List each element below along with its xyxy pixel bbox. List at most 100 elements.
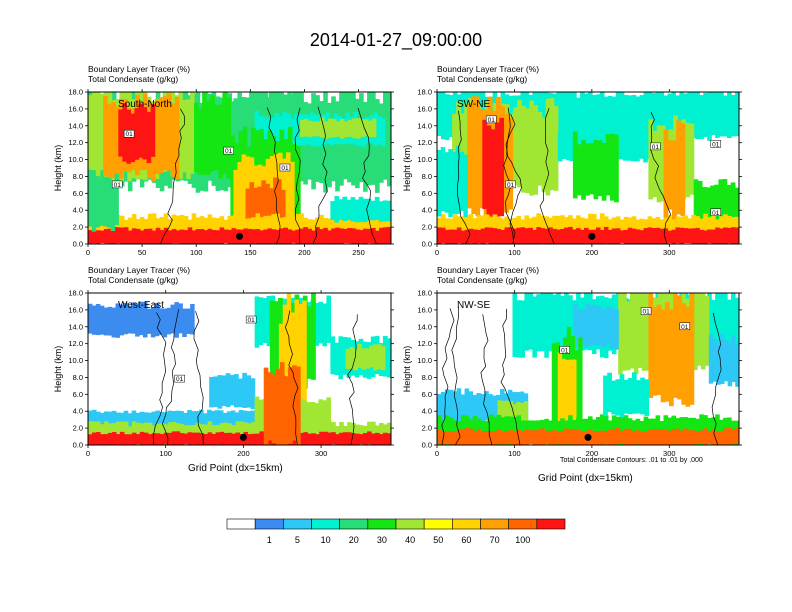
field-cell (464, 102, 469, 195)
field-cell (552, 228, 557, 244)
field-cell (311, 421, 316, 445)
field-cell (103, 228, 109, 244)
field-cell (142, 302, 148, 338)
field-cell (673, 293, 678, 398)
field-cell (633, 293, 639, 374)
field-cell (512, 431, 518, 445)
field-cell (111, 101, 116, 178)
field-cell (363, 119, 369, 137)
field-cell (142, 107, 148, 160)
field-cell (504, 227, 510, 244)
field-cell (175, 431, 181, 445)
field-cell (255, 229, 261, 244)
field-cell (618, 127, 624, 160)
condensate-contour (539, 108, 555, 244)
field-cell (648, 119, 654, 200)
condensate-contour (285, 310, 299, 445)
field-cell (111, 226, 117, 244)
field-cell (723, 95, 728, 137)
field-cell (95, 214, 101, 243)
field-cell (322, 400, 328, 429)
field-cell (643, 92, 649, 136)
field-cell (259, 230, 265, 244)
field-cell (339, 228, 344, 244)
x-tick-label: 150 (244, 248, 257, 257)
field-cell (163, 227, 169, 244)
field-cell (695, 431, 700, 445)
y-axis-title: Height (km) (53, 145, 63, 192)
field-cell (135, 422, 141, 445)
field-cell (504, 430, 510, 445)
field-cell (167, 432, 173, 445)
contour-label: 01 (507, 182, 515, 189)
field-cell (619, 415, 625, 445)
x-tick-label: 200 (586, 248, 599, 257)
field-cell (561, 133, 567, 160)
field-cell (520, 300, 526, 358)
field-cell (707, 293, 712, 352)
field-cell (643, 228, 649, 244)
field-cell (186, 99, 191, 179)
field-cell (154, 99, 160, 175)
field-cell (591, 95, 597, 142)
field-cell (667, 93, 673, 140)
field-cell (229, 374, 235, 406)
field-cell (310, 401, 316, 433)
y-tick-label: 2.0 (422, 424, 432, 433)
field-cell (727, 92, 732, 139)
contour-label: 01 (126, 131, 134, 138)
y-tick-label: 6.0 (73, 390, 83, 399)
field-cell (265, 183, 270, 244)
field-cell (115, 412, 121, 428)
field-cell (597, 306, 603, 346)
field-cell (716, 342, 721, 385)
field-cell (256, 98, 262, 132)
field-cell (246, 375, 252, 408)
tracer-label: Boundary Layer Tracer (%) (88, 265, 191, 275)
field-cell (371, 433, 376, 445)
field-cell (362, 198, 368, 223)
field-cell (127, 230, 133, 244)
field-cell (472, 415, 478, 445)
field-cell (316, 121, 321, 137)
field-cell (191, 432, 197, 445)
field-cell (548, 430, 553, 445)
panel-sw-ne: 01 01 01 01 01 SW-NE 0.0 2.0 4.0 6.0 8.0 10.0 12.0 14… (402, 88, 742, 257)
field-cell (237, 162, 243, 233)
field-cell (486, 125, 492, 216)
field-cell (622, 293, 627, 371)
field-cell (254, 296, 260, 348)
condensate-contour (347, 314, 358, 445)
field-cell (704, 295, 710, 366)
field-cell (703, 213, 708, 244)
field-cell (375, 230, 380, 244)
field-cell (468, 428, 474, 445)
field-cell (238, 378, 243, 408)
field-cell (448, 417, 454, 445)
field-cell (199, 229, 205, 244)
field-cell (119, 431, 125, 445)
field-cell (88, 169, 93, 227)
field-cell (283, 227, 288, 244)
heatmap-field (437, 293, 739, 445)
field-cell (139, 216, 145, 244)
field-cell (476, 215, 482, 243)
field-cell (440, 227, 446, 243)
field-cell (549, 98, 555, 191)
condensate-label: Total Condensate (g/kg) (437, 275, 528, 285)
field-cell (107, 306, 113, 336)
field-cell (693, 293, 698, 371)
field-cell (203, 413, 208, 427)
field-cell (127, 434, 133, 445)
y-tick-label: 18.0 (68, 88, 83, 97)
field-cell (580, 431, 585, 445)
y-tick-label: 6.0 (422, 189, 432, 198)
field-cell (468, 214, 474, 243)
field-cell (300, 119, 305, 138)
field-cell (611, 96, 617, 141)
field-cell (572, 229, 577, 244)
field-cell (630, 126, 636, 162)
field-cell (282, 304, 288, 432)
field-cell (210, 95, 215, 172)
field-cell (548, 293, 553, 352)
